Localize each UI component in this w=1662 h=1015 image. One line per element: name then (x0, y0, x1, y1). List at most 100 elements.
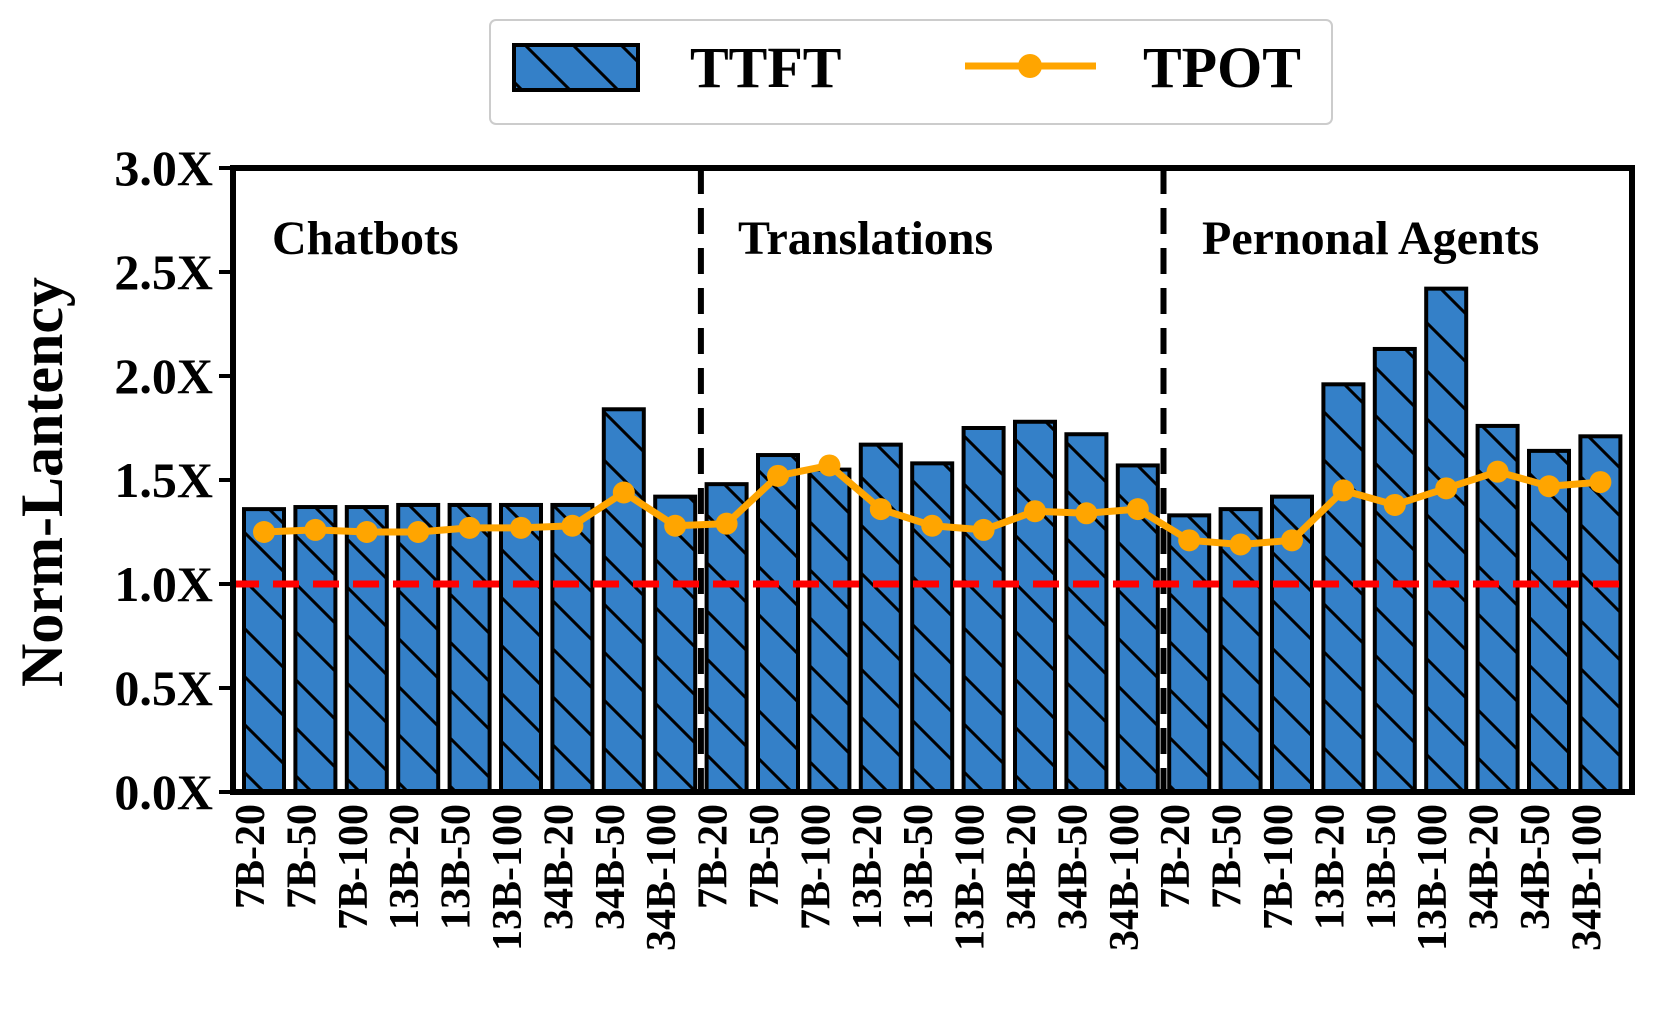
y-tick-label: 0.5X (114, 660, 213, 716)
tpot-point (1486, 460, 1509, 483)
ttft-bar (447, 502, 492, 794)
x-tick-label: 13B-20 (1307, 804, 1353, 930)
tpot-point (304, 518, 327, 541)
ttft-bar (1013, 419, 1057, 794)
x-tick-label: 7B-20 (691, 804, 737, 909)
legend-frame (489, 19, 1333, 125)
x-tick-label: 34B-20 (536, 804, 582, 930)
tpot-point (1126, 498, 1149, 521)
y-tick-label: 1.5X (114, 452, 213, 508)
ttft-bar (1424, 286, 1469, 794)
x-tick-label: 7B-50 (742, 804, 788, 909)
ttft-bar (653, 494, 698, 794)
x-tick-label: 34B-100 (1564, 804, 1610, 951)
tpot-point (715, 512, 738, 535)
ttft-bar (756, 453, 800, 794)
tpot-point (1178, 529, 1201, 552)
ttft-bar (499, 502, 543, 794)
x-tick-label: 7B-100 (331, 804, 377, 930)
plot-frame (230, 165, 1635, 795)
x-tick-label: 7B-50 (279, 804, 325, 909)
x-tick-label: 7B-20 (1153, 804, 1199, 909)
ttft-bar (1167, 513, 1212, 794)
group-separators (697, 168, 1167, 792)
x-tick-label: 13B-50 (434, 804, 480, 930)
x-tick-label: 34B-100 (639, 804, 685, 951)
tpot-point (1024, 500, 1046, 523)
x-tick-label: 13B-100 (948, 804, 994, 951)
ttft-bar (1372, 346, 1417, 794)
y-tick-label: 1.0X (114, 556, 213, 612)
x-tick-label: 13B-20 (382, 804, 428, 930)
y-tick-label: 0.0X (114, 764, 213, 820)
y-tick-label: 3.0X (114, 140, 213, 196)
x-axis-labels: 7B-20 7B-50 7B-100 13B-20 13B-50 13B-100 34B-2… (228, 804, 1610, 951)
legend-tpot-marker (1018, 54, 1042, 78)
tpot-point (1589, 471, 1612, 494)
ttft-bar (1321, 382, 1366, 794)
ttft-bar (1475, 423, 1520, 794)
x-tick-label: 13B-50 (896, 804, 942, 930)
x-tick-label: 34B-20 (999, 804, 1045, 930)
x-tick-label: 34B-50 (1050, 804, 1096, 930)
ttft-bar (1064, 432, 1109, 794)
ttft-bar (344, 505, 389, 794)
tpot-point (612, 481, 635, 504)
tpot-point (407, 521, 430, 543)
tpot-point (1332, 479, 1355, 502)
y-axis-ticks: 0.0X 0.5X 1.0X 1.5X 2.0X 2.5X 3.0X (114, 140, 233, 820)
tpot-point (664, 514, 687, 537)
x-tick-label: 13B-100 (1410, 804, 1456, 951)
x-tick-label: 34B-50 (588, 804, 634, 930)
tpot-point (561, 514, 584, 537)
ttft-bar (1218, 507, 1263, 794)
legend: TTFT TPOT (489, 19, 1333, 125)
legend-ttft-label: TTFT (690, 35, 842, 100)
tpot-point (253, 521, 275, 543)
x-tick-label: 34B-20 (1462, 804, 1508, 930)
y-axis-title: Norm-Lantency (9, 277, 75, 687)
ttft-bar (807, 467, 852, 794)
x-tick-label: 7B-50 (1205, 804, 1251, 909)
tpot-point (1435, 477, 1458, 500)
ttft-bar (550, 502, 595, 794)
tpot-point (818, 454, 841, 477)
tpot-point (355, 521, 378, 543)
tpot-point (1075, 502, 1098, 525)
legend-tpot-label: TPOT (1143, 35, 1301, 100)
tpot-point (510, 516, 532, 539)
tpot-point (458, 516, 481, 539)
ttft-bar (704, 482, 749, 794)
ttft-bar (961, 426, 1006, 794)
legend-ttft-swatch (512, 43, 640, 92)
ttft-bar (396, 502, 441, 794)
tpot-point (1229, 533, 1252, 556)
ttft-bar (601, 407, 646, 794)
x-tick-label: 13B-50 (1359, 804, 1405, 930)
ttft-bars (242, 286, 1623, 794)
x-tick-label: 7B-20 (228, 804, 274, 909)
x-tick-label: 34B-50 (1513, 804, 1559, 930)
tpot-point (1538, 475, 1560, 498)
y-tick-label: 2.0X (114, 348, 213, 404)
tpot-line-series (253, 454, 1612, 556)
group-labels: Chatbots Translations Pernonal Agents (272, 212, 1539, 265)
ttft-bar (910, 461, 955, 794)
ttft-bar (242, 507, 286, 794)
group-label: Pernonal Agents (1202, 212, 1539, 265)
ttft-bar (293, 505, 338, 794)
tpot-point (921, 514, 944, 537)
tpot-point (869, 498, 892, 521)
x-tick-label: 7B-100 (793, 804, 839, 930)
y-tick-label: 2.5X (114, 244, 213, 300)
group-label: Translations (738, 212, 993, 265)
x-tick-label: 7B-100 (1256, 804, 1302, 930)
x-tick-label: 13B-100 (485, 804, 531, 951)
ttft-bar (1527, 448, 1571, 794)
tpot-point (1383, 493, 1406, 516)
tpot-point (1281, 529, 1303, 552)
group-label: Chatbots (272, 212, 459, 265)
x-tick-label: 34B-100 (1102, 804, 1148, 951)
tpot-point (972, 518, 995, 541)
